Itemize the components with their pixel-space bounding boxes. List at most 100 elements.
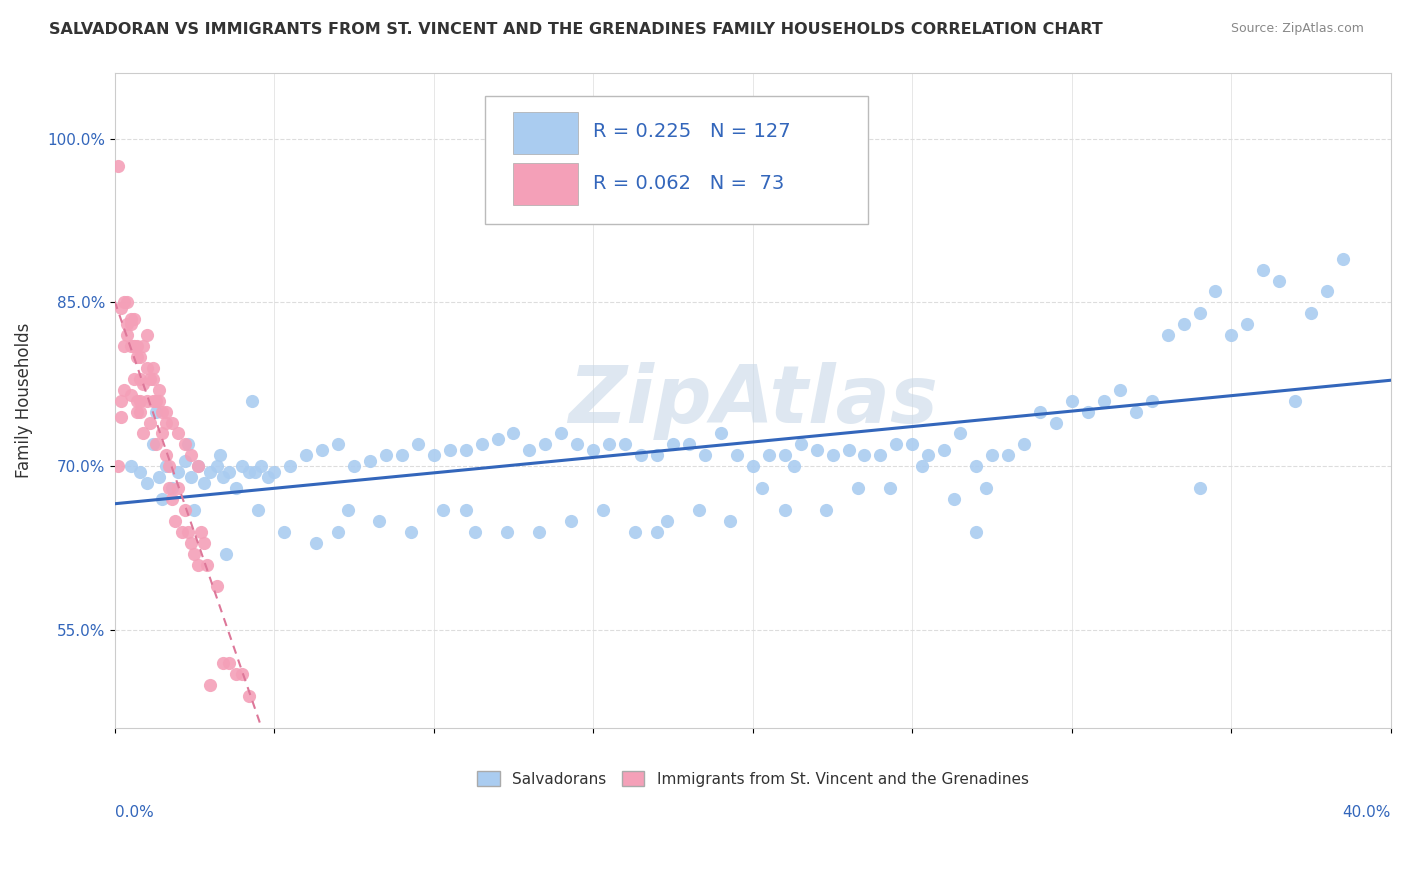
- Point: [112, 295, 135, 310]
- Point: [173, 503, 195, 517]
- Point: [496, 524, 519, 539]
- Point: [693, 448, 716, 462]
- Point: [592, 503, 614, 517]
- Text: 40.0%: 40.0%: [1343, 805, 1391, 820]
- Point: [212, 470, 235, 484]
- Point: [142, 372, 165, 386]
- Point: [630, 448, 652, 462]
- Point: [949, 426, 972, 441]
- Point: [678, 437, 700, 451]
- Point: [170, 524, 193, 539]
- Point: [1077, 404, 1099, 418]
- Text: Source: ZipAtlas.com: Source: ZipAtlas.com: [1230, 22, 1364, 36]
- Point: [187, 459, 209, 474]
- Point: [120, 388, 142, 402]
- Point: [645, 448, 668, 462]
- Point: [1060, 393, 1083, 408]
- Point: [120, 459, 142, 474]
- Point: [215, 547, 238, 561]
- Point: [218, 465, 240, 479]
- Point: [422, 448, 444, 462]
- Point: [869, 448, 891, 462]
- Point: [122, 339, 145, 353]
- Point: [117, 328, 139, 343]
- Point: [165, 514, 187, 528]
- Point: [1220, 328, 1243, 343]
- Point: [132, 377, 155, 392]
- Point: [110, 410, 132, 425]
- Point: [567, 437, 589, 451]
- Point: [148, 470, 170, 484]
- Point: [758, 448, 780, 462]
- Point: [343, 459, 366, 474]
- Point: [278, 459, 301, 474]
- FancyBboxPatch shape: [485, 96, 868, 224]
- Point: [142, 437, 165, 451]
- Point: [1125, 404, 1147, 418]
- Point: [208, 448, 231, 462]
- Point: [911, 459, 934, 474]
- Point: [160, 416, 183, 430]
- Point: [129, 393, 152, 408]
- Point: [1188, 481, 1211, 495]
- Point: [107, 459, 129, 474]
- Point: [112, 339, 135, 353]
- Point: [117, 317, 139, 331]
- Point: [180, 535, 202, 549]
- Point: [187, 558, 209, 572]
- Point: [263, 465, 285, 479]
- Point: [205, 579, 228, 593]
- Point: [167, 426, 190, 441]
- Point: [1140, 393, 1163, 408]
- Point: [155, 404, 177, 418]
- Point: [155, 448, 177, 462]
- Point: [190, 524, 212, 539]
- Point: [326, 437, 349, 451]
- Point: [195, 558, 218, 572]
- Point: [502, 426, 524, 441]
- Point: [173, 454, 195, 468]
- Point: [135, 475, 157, 490]
- Text: 0.0%: 0.0%: [115, 805, 153, 820]
- Point: [471, 437, 494, 451]
- Point: [250, 459, 273, 474]
- Point: [783, 459, 806, 474]
- Point: [122, 372, 145, 386]
- Point: [550, 426, 572, 441]
- Y-axis label: Family Households: Family Households: [15, 323, 32, 478]
- Point: [231, 459, 253, 474]
- Point: [965, 524, 987, 539]
- Point: [155, 416, 177, 430]
- Point: [454, 442, 477, 457]
- Point: [846, 481, 869, 495]
- Point: [183, 503, 205, 517]
- Point: [1108, 383, 1130, 397]
- Point: [129, 404, 152, 418]
- Point: [655, 514, 678, 528]
- Point: [815, 503, 838, 517]
- Point: [231, 666, 253, 681]
- Point: [177, 437, 200, 451]
- Point: [623, 524, 645, 539]
- Point: [406, 437, 429, 451]
- Point: [132, 339, 155, 353]
- Point: [160, 481, 183, 495]
- Point: [135, 393, 157, 408]
- Point: [200, 678, 222, 692]
- Point: [155, 459, 177, 474]
- Point: [225, 481, 247, 495]
- Point: [789, 437, 811, 451]
- FancyBboxPatch shape: [513, 112, 578, 153]
- Point: [157, 481, 180, 495]
- Point: [751, 481, 773, 495]
- Point: [1092, 393, 1115, 408]
- Point: [120, 317, 142, 331]
- Point: [981, 448, 1004, 462]
- Point: [240, 393, 263, 408]
- Point: [122, 339, 145, 353]
- Point: [205, 459, 228, 474]
- Point: [110, 393, 132, 408]
- Point: [560, 514, 582, 528]
- Point: [688, 503, 710, 517]
- Point: [725, 448, 748, 462]
